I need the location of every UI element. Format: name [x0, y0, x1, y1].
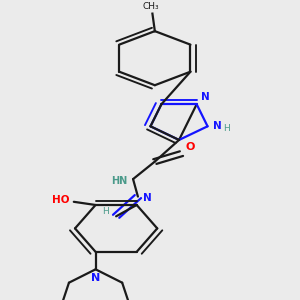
Text: N: N [91, 272, 100, 283]
Text: N: N [143, 193, 152, 203]
Text: HN: HN [111, 176, 127, 186]
Text: O: O [185, 142, 195, 152]
Text: H: H [223, 124, 230, 134]
Text: HO: HO [52, 195, 70, 205]
Text: N: N [200, 92, 209, 102]
Text: H: H [102, 207, 109, 216]
Text: N: N [213, 121, 222, 131]
Text: CH₃: CH₃ [143, 2, 159, 11]
